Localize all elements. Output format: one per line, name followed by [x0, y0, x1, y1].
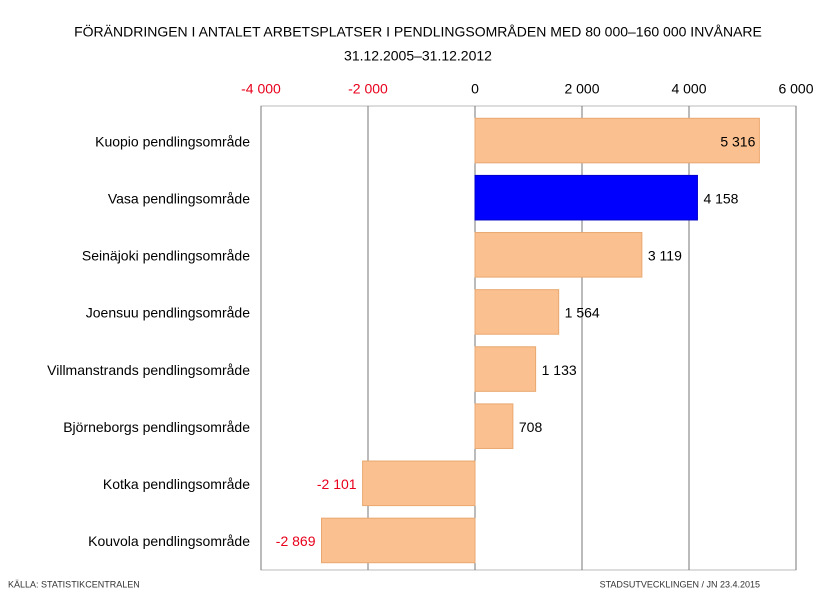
value-label: 5 316 [720, 133, 755, 149]
value-label: 4 158 [703, 190, 738, 206]
bar [474, 346, 537, 392]
x-tick-label: 0 [471, 81, 479, 97]
y-tick-label: Joensuu pendlingsområde [86, 305, 250, 321]
x-tick-label: 6 000 [778, 81, 813, 97]
y-tick-label: Kuopio pendlingsområde [95, 133, 250, 149]
value-label: 708 [519, 419, 543, 435]
bar [474, 232, 643, 278]
source: KÄLLA: STATISTIKCENTRALEN [8, 579, 140, 589]
x-tick-label: -2 000 [348, 81, 388, 97]
bar [474, 117, 760, 164]
y-tick-label: Seinäjoki pendlingsområde [82, 248, 250, 264]
y-tick-label: Vasa pendlingsområde [108, 190, 250, 206]
x-tick-label: 4 000 [671, 81, 706, 97]
chart-title: FÖRÄNDRINGEN I ANTALET ARBETSPLATSER I P… [74, 23, 762, 40]
value-label: 3 119 [648, 248, 682, 264]
value-label: -2 101 [317, 476, 357, 492]
bar [474, 403, 514, 449]
bar [474, 289, 560, 335]
y-tick-label: Villmanstrands pendlingsområde [47, 362, 250, 378]
x-tick-label: 2 000 [564, 81, 599, 97]
value-label: -2 869 [276, 533, 316, 549]
y-tick-label: Kouvola pendlingsområde [88, 533, 250, 549]
bar [321, 517, 476, 564]
bar [474, 174, 698, 221]
bar [362, 460, 476, 507]
y-tick-label: Björneborgs pendlingsområde [63, 419, 250, 435]
credit: STADSUTVECKLINGEN / JN 23.4.2015 [600, 579, 760, 589]
value-label: 1 133 [542, 362, 577, 378]
y-tick-label: Kotka pendlingsområde [103, 476, 250, 492]
value-label: 1 564 [565, 305, 600, 321]
chart-subtitle: 31.12.2005–31.12.2012 [344, 48, 492, 64]
x-tick-label: -4 000 [241, 81, 281, 97]
